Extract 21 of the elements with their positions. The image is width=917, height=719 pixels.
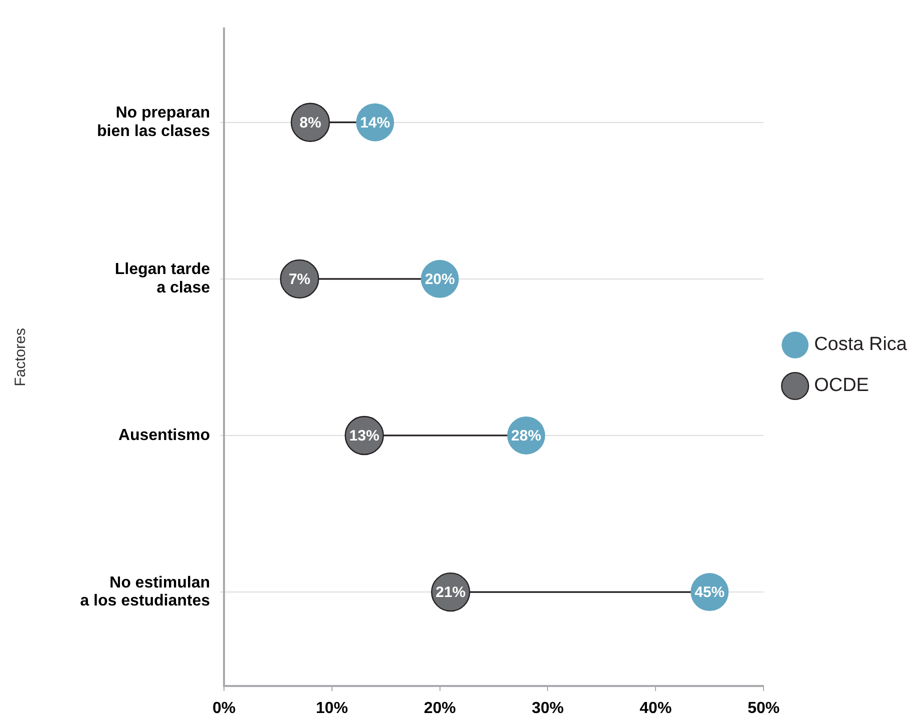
data-label: 45% [694,584,725,602]
data-label: 7% [288,271,310,288]
y-tick-label: Ausentismo [118,426,210,444]
x-tick-label: 40% [640,700,672,718]
x-tick-label: 10% [316,700,348,718]
y-tick-label: Llegan tarde a clase [114,261,210,297]
data-label: 28% [511,428,542,445]
legend-label: Costa Rica [814,334,908,356]
data-label: 13% [349,428,380,445]
x-tick-label: 0% [212,700,236,718]
data-label: 21% [436,584,466,602]
data-label: 14% [360,114,390,132]
y-tick-label: No preparan bien las clases [97,104,210,140]
y-tick-label: No estimulan a los estudiantes [80,574,210,610]
y-axis-title: Factores [12,328,30,386]
legend-label: OCDE [814,375,869,396]
x-tick-label: 50% [748,700,780,718]
data-label: 20% [424,271,455,288]
x-tick-label: 30% [532,700,564,718]
data-label: 8% [299,114,322,132]
x-tick-label: 20% [424,700,456,718]
